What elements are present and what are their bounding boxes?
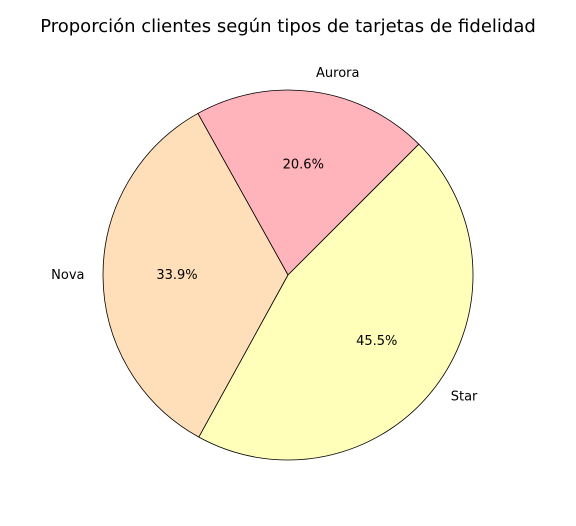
slice-percent-star: 45.5% (356, 334, 397, 349)
slice-percent-aurora: 20.6% (283, 158, 324, 173)
slice-label-nova: Nova (51, 268, 84, 283)
slice-label-aurora: Aurora (316, 66, 359, 81)
slice-percent-nova: 33.9% (156, 268, 197, 283)
slice-label-star: Star (451, 390, 478, 405)
